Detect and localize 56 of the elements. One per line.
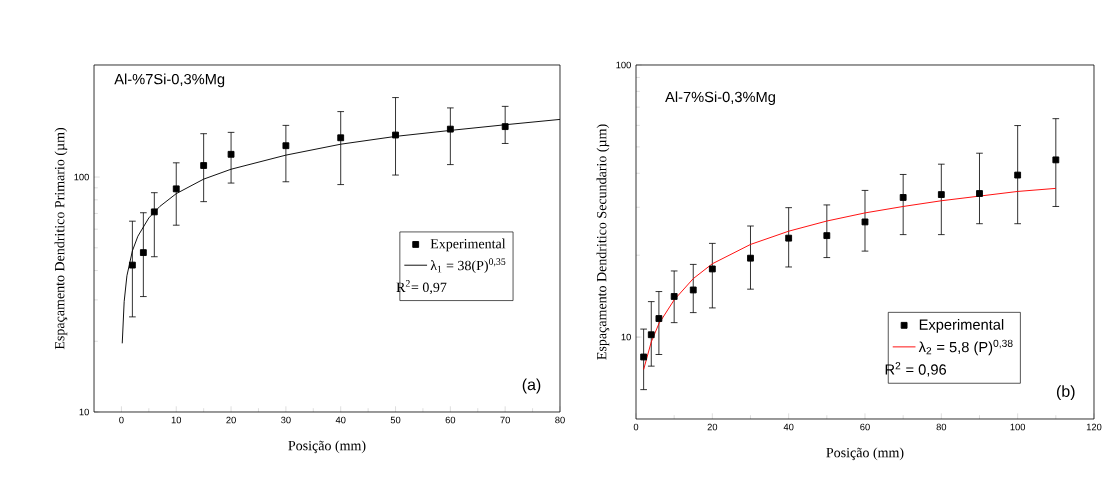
point: [1014, 171, 1022, 179]
point: [282, 142, 290, 150]
point: [337, 134, 345, 142]
point: [708, 265, 716, 273]
annotation: (b): [1056, 385, 1075, 401]
point: [172, 185, 180, 193]
y-axis-title: Espaçamento Dendritico Primario (µm): [54, 127, 68, 350]
point: [227, 150, 235, 158]
point: [128, 261, 136, 269]
x-axis-title: Posição (mm): [288, 440, 366, 454]
point: [446, 125, 454, 133]
point: [747, 254, 754, 262]
x-tick-label: 50: [390, 416, 401, 424]
point: [200, 162, 208, 169]
x-tick-label: 40: [335, 416, 346, 424]
text: Al-%7Si-0,3%Mg: [114, 73, 225, 88]
legend-label: Experimental: [919, 319, 1004, 333]
x-tick-label: 0: [633, 423, 639, 431]
x-axis-title: Posição (mm): [826, 447, 904, 461]
x-tick-label: 80: [555, 416, 565, 424]
point: [640, 353, 648, 361]
x-tick-label: 120: [1086, 423, 1102, 431]
x-tick-label: 10: [171, 416, 182, 424]
x-tick-label: 40: [783, 423, 794, 431]
point: [655, 315, 663, 322]
point: [150, 208, 158, 216]
annotation: R$^{2}$ = 0,96: [885, 362, 947, 377]
point: [937, 191, 945, 198]
annotation: (a): [522, 378, 541, 394]
annotation: R$^{2}$= 0,97: [396, 280, 447, 295]
point: [139, 249, 147, 256]
point: [861, 218, 869, 226]
point: [823, 232, 831, 240]
legend-label: Experimental: [430, 238, 506, 252]
point: [647, 331, 655, 339]
text: Al-7%Si-0,3%Mg: [665, 91, 775, 106]
point: [501, 123, 509, 131]
point: [1052, 156, 1060, 164]
y-axis-title: Espaçamento Dendritico Secundario (µm): [596, 124, 610, 360]
point: [689, 286, 697, 294]
point: [392, 131, 399, 139]
x-tick-label: 80: [936, 423, 947, 431]
legend-label: λ$_{2}$ = 5,8 (P)$^{0,38}$: [918, 339, 1013, 356]
x-tick-label: 20: [226, 416, 236, 424]
x-tick-label: 60: [860, 423, 870, 431]
x-tick-label: 30: [281, 416, 291, 424]
legend-label: λ$_{1}$ = 38(P)$^{0,35}$: [430, 258, 506, 274]
x-tick-label: 60: [445, 416, 456, 424]
point: [670, 293, 678, 300]
point: [899, 194, 907, 201]
x-tick-label: 20: [707, 423, 718, 431]
x-tick-label: 70: [500, 416, 510, 424]
point: [785, 234, 793, 242]
point: [976, 190, 983, 197]
x-tick-label: 100: [1010, 423, 1026, 431]
x-tick-label: 0: [119, 416, 124, 424]
